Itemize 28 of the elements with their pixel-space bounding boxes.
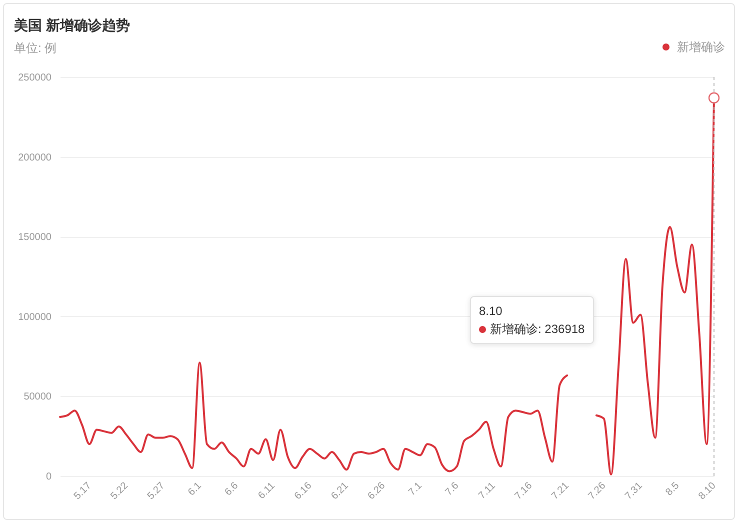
annotation: 8.10: [479, 304, 502, 318]
x-tick-label: 7.31: [623, 480, 646, 502]
chart-subtitle: 单位: 例: [14, 41, 57, 55]
x-tick-label: 6.11: [256, 480, 278, 502]
chart-title: 美国 新增确诊趋势: [14, 17, 130, 33]
x-tick-label: 8.5: [664, 480, 682, 498]
y-tick-label: 100000: [18, 312, 52, 323]
x-tick-label: 6.21: [329, 480, 352, 502]
y-tick-label: 150000: [18, 232, 52, 244]
y-tick-label: 250000: [18, 72, 52, 84]
y-tick-label: 0: [46, 472, 52, 482]
x-tick-label: 7.1: [406, 480, 425, 498]
x-tick-label: 8.10: [696, 480, 719, 502]
x-tick-label: 6.1: [186, 480, 204, 498]
x-tick-label: 7.16: [512, 480, 535, 502]
x-tick-label: 5.22: [108, 480, 131, 502]
legend-label: 新增确诊: [677, 40, 725, 54]
x-tick-label: 7.11: [476, 480, 498, 502]
tooltip-box: 8.10 新增确诊: 236918: [470, 296, 594, 344]
x-tick-label: 7.21: [550, 480, 572, 502]
x-tick-label: 6.16: [292, 480, 314, 502]
x-tick-label: 7.6: [443, 480, 462, 498]
y-tick-label: 50000: [24, 392, 52, 403]
annotation: 新增确诊: 236918: [490, 322, 585, 336]
x-tick-label: 6.26: [366, 480, 388, 502]
y-tick-label: 200000: [18, 152, 52, 164]
x-tick-label: 6.6: [222, 480, 241, 498]
x-tick-label: 7.26: [586, 480, 608, 502]
